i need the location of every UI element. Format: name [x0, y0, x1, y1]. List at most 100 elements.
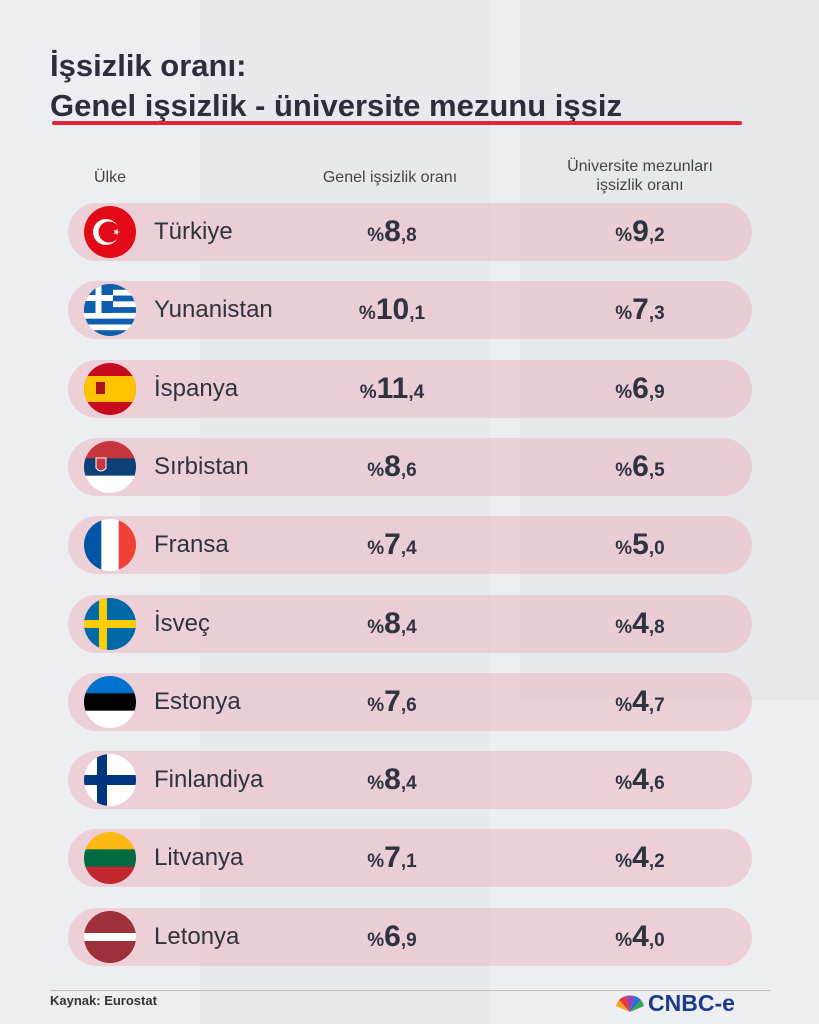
value-part: %: [367, 773, 385, 795]
value-part: %: [615, 616, 633, 638]
table-row: Fransa %7,4 %5,0: [68, 516, 752, 576]
value-part: ,9: [648, 381, 665, 403]
col-header-line: işsizlik oranı: [596, 177, 684, 194]
table-row: Sırbistan %8,6 %6,5: [68, 437, 752, 498]
value-part: ,9: [400, 929, 417, 951]
flag-icon: [84, 754, 136, 807]
flag: [84, 597, 136, 655]
flag: [84, 519, 136, 576]
value-part: 8: [384, 449, 401, 483]
value-part: 6: [384, 919, 401, 953]
country-name: Estonya: [154, 687, 241, 715]
general-rate: %8,6: [312, 438, 472, 501]
divider: [50, 990, 770, 991]
title: İşsizlik oranı:: [50, 48, 247, 83]
value-part: ,7: [648, 694, 665, 716]
flag: [84, 362, 136, 420]
country-name: Fransa: [154, 531, 229, 559]
country-name: Litvanya: [154, 844, 244, 872]
value-part: %: [367, 538, 385, 560]
value-part: ,2: [648, 851, 665, 873]
value-part: 9: [632, 215, 649, 248]
country-name: Finlandiya: [154, 766, 264, 794]
value-part: ,1: [400, 851, 417, 873]
flag-icon: [84, 597, 136, 650]
value-part: %: [615, 225, 633, 246]
col-header: Ülke: [93, 169, 126, 186]
value-part: 4: [632, 763, 649, 797]
value-part: %: [615, 381, 633, 403]
value-part: %: [367, 616, 385, 638]
value-part: ,0: [648, 929, 665, 951]
table-row: Türkiye %8,8 %9,2: [68, 203, 752, 261]
graduate-rate: %4,7: [560, 673, 720, 736]
value-part: ,8: [648, 616, 665, 638]
table-row: Finlandiya %8,4 %4,6: [68, 751, 752, 811]
value-part: 8: [384, 215, 401, 248]
value-part: 4: [632, 606, 649, 640]
flag: [84, 440, 136, 498]
value-part: %: [615, 773, 633, 795]
value-part: ,4: [400, 616, 417, 638]
value-part: %: [367, 929, 385, 951]
value-part: ,0: [648, 538, 665, 560]
value-part: %: [615, 538, 633, 560]
value-part: ,6: [400, 459, 417, 481]
flag: [84, 675, 136, 733]
value-part: %: [359, 381, 377, 403]
value-part: ,4: [408, 381, 425, 403]
value-part: ,6: [648, 773, 665, 795]
value-part: %: [367, 694, 385, 716]
value-part: ,3: [648, 303, 665, 325]
graduate-rate: %6,9: [560, 360, 720, 423]
flag-icon: [84, 519, 136, 572]
value-part: ,4: [400, 773, 417, 795]
graduate-rate: %4,2: [560, 829, 720, 892]
logo-peacock: [616, 995, 644, 1012]
country-name: İspanya: [154, 374, 239, 402]
table-row: İspanya %11,4 %6,9: [68, 359, 752, 420]
flag-icon: [84, 206, 136, 258]
value-part: 4: [632, 919, 649, 953]
value-part: %: [367, 851, 385, 873]
table-row: Letonya %6,9 %4,0: [68, 907, 752, 966]
underline: [52, 121, 742, 125]
value-part: %: [615, 851, 633, 873]
subtitle: Genel işsizlik - üniversite mezunu işsiz: [50, 88, 622, 123]
flag-icon: [84, 440, 136, 493]
graduate-rate: %4,0: [560, 908, 720, 971]
value-part: ,1: [409, 303, 426, 325]
value-part: 6: [632, 449, 649, 483]
logo: CNBC-e: [648, 990, 735, 1016]
value-part: %: [615, 929, 633, 951]
general-rate: %8,4: [312, 595, 472, 658]
flag-icon: [84, 284, 136, 337]
general-rate: %6,9: [312, 908, 472, 971]
value-part: ,8: [400, 225, 417, 246]
value-part: %: [615, 303, 633, 325]
general-rate: %11,4: [312, 360, 472, 423]
table-row: Litvanya %7,1 %4,2: [68, 829, 752, 888]
graduate-rate: %9,2: [560, 203, 720, 266]
flag: [84, 754, 136, 811]
value-part: 4: [632, 841, 649, 875]
value-part: 10: [375, 293, 410, 327]
value-part: 4: [632, 684, 649, 718]
graduate-rate: %6,5: [560, 438, 720, 501]
source: Kaynak: Eurostat: [50, 993, 157, 1008]
value-part: %: [367, 459, 385, 481]
country-name: Yunanistan: [154, 296, 273, 324]
graduate-rate: %4,8: [560, 595, 720, 658]
value-part: 6: [632, 371, 649, 405]
value-part: 7: [384, 841, 401, 875]
value-part: 8: [384, 606, 401, 640]
table-row: Yunanistan %10,1 %7,3: [68, 281, 752, 340]
flag-icon: [84, 362, 136, 415]
general-rate: %8,4: [312, 751, 472, 814]
country-name: Sırbistan: [154, 452, 249, 480]
flag-icon: [84, 832, 136, 885]
value-part: ,4: [400, 538, 417, 560]
value-part: 8: [384, 763, 401, 797]
value-part: 7: [384, 528, 401, 562]
general-rate: %8,8: [312, 203, 472, 266]
